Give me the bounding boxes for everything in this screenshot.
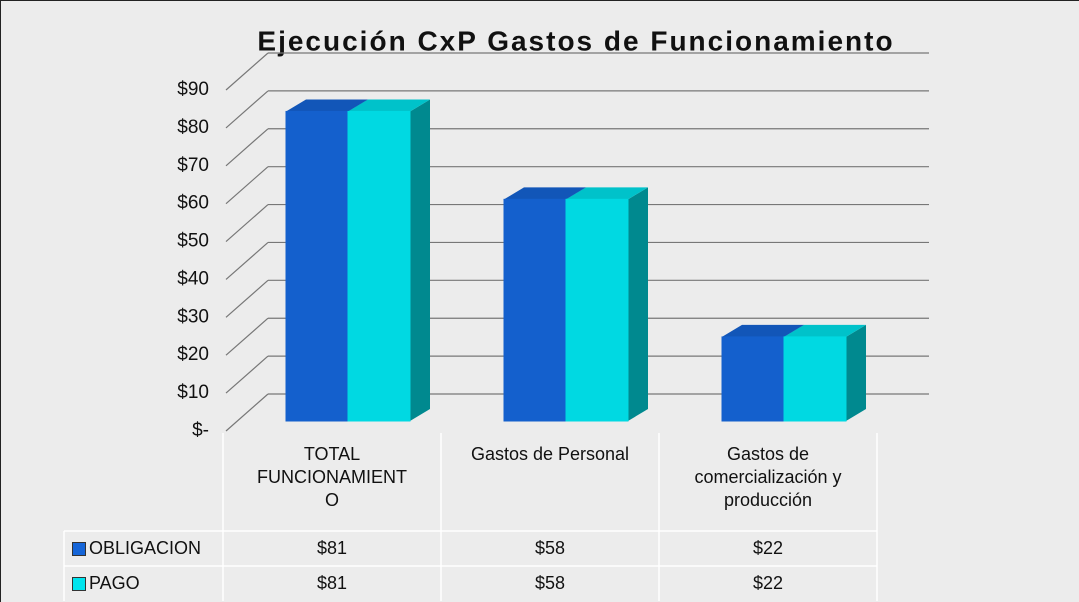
grid-diagonal [225,355,269,394]
grid-diagonal [225,204,269,243]
legend-label: PAGO [89,573,140,593]
y-tick-label: $90 [177,79,209,100]
y-tick-label: $30 [177,306,209,327]
y-tick-label: $20 [177,344,209,365]
category-label: Gastos de comercialización y producción [694,444,842,510]
bar [721,336,785,422]
table-value: $22 [752,538,784,558]
category-label: TOTAL FUNCIONAMIENTO [257,444,407,510]
bar [783,336,847,422]
legend-entry: PAGO [64,566,223,601]
bar-top [286,99,368,112]
grid-diagonal [225,317,269,356]
grid-diagonal [225,166,269,205]
bar [565,198,629,422]
bar [347,110,411,422]
bar-top [784,324,866,337]
legend-entry: OBLIGACION [64,531,223,566]
legend-swatch [72,576,86,591]
bar [503,198,567,422]
y-tick-label: $40 [177,268,209,289]
bar-top [348,99,430,112]
bar-top [722,324,804,337]
bar-top [566,187,648,200]
grid-diagonal [225,279,269,318]
table-value: $22 [752,573,784,593]
chart-title: Ejecución CxP Gastos de Funcionamiento [257,25,894,56]
y-tick-label: $70 [177,155,209,176]
grid-diagonal [225,128,269,167]
y-tick-label: $50 [177,231,209,252]
grid-diagonal [225,241,269,280]
y-tick-label: $- [192,420,209,441]
table-value: $58 [534,573,566,593]
table-value: $81 [316,573,348,593]
grid-diagonal [225,393,269,432]
table-value: $81 [316,538,348,558]
legend-swatch [72,541,86,556]
legend-label: OBLIGACION [89,538,202,558]
bar-top [504,187,586,200]
y-tick-label: $80 [177,117,209,138]
y-tick-label: $60 [177,193,209,214]
bar-side [846,324,866,421]
bar-side [410,99,430,421]
y-tick-label: $10 [177,382,209,403]
bar-side [628,187,648,421]
table-value: $58 [534,538,566,558]
grid-diagonal [225,52,269,91]
category-label: Gastos de Personal [470,444,630,464]
bar [285,110,349,422]
grid-diagonal [225,90,269,129]
